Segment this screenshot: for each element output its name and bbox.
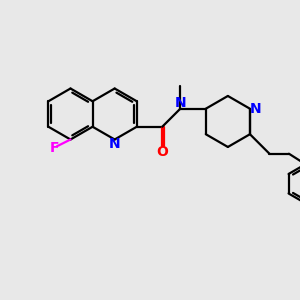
Text: O: O [156,145,168,159]
Text: N: N [250,102,261,116]
Text: F: F [50,141,59,155]
Text: N: N [109,137,121,151]
Text: N: N [175,96,186,110]
